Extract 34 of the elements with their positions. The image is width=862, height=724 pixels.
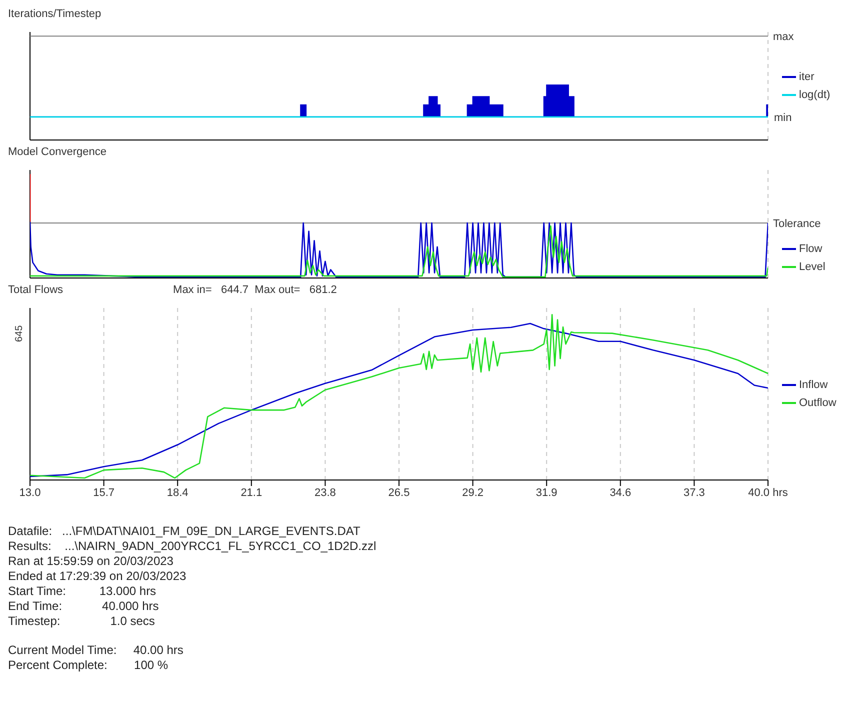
x-tick-label: 26.5 [388,486,410,499]
legend-label: Flow [799,243,822,255]
x-tick-label: 29.2 [462,486,484,499]
x-tick-label: 21.1 [240,486,262,499]
ref-line-label: Tolerance [773,218,821,230]
chart-subtitle: Max in= 644.7 Max out= 681.2 [173,284,337,298]
legend-label: iter [799,71,814,83]
y-axis-title: 645 [14,325,25,342]
text: Current Model Time: 40.00 hrs [8,643,184,658]
x-tick-label: 34.6 [610,486,632,499]
x-tick-label: 23.8 [314,486,336,499]
x-tick-label: 13.0 [19,486,41,499]
text: Start Time: 13.000 hrs [8,584,158,599]
x-tick-label: 37.3 [683,486,705,499]
x-tick-label: 18.4 [166,486,188,499]
x-tick-label: 31.9 [536,486,558,499]
chart-title: Total Flows [8,284,64,298]
text: Datafile: ...\FM\DAT\NAI01_FM_09E_DN_LARGE_EVENTS.DAT [8,524,362,539]
chart-title: Model Convergence [8,146,106,160]
text: Timestep: 1.0 secs [8,614,156,629]
legend-label: log(dt) [799,89,830,101]
x-tick-label: 40.0 hrs [748,486,788,499]
annotation: min [774,112,792,124]
x-tick-label: 15.7 [93,486,115,499]
chart-title: Iterations/Timestep [8,8,102,22]
text: End Time: 40.000 hrs [8,599,160,614]
text: Ended at 17:29:39 on 20/03/2023 [8,569,188,584]
text: Ran at 15:59:59 on 20/03/2023 [8,554,174,569]
text: Results: ...\NAIRN_9ADN_200YRCC1_FL_5YRCC1_CO_1D2D.zzl [8,539,378,554]
legend-label: Outflow [799,397,836,409]
legend-label: Inflow [799,379,828,391]
ref-line-label: max [773,31,794,44]
text: Percent Complete: 100 % [8,658,170,673]
legend-label: Level [799,261,826,273]
